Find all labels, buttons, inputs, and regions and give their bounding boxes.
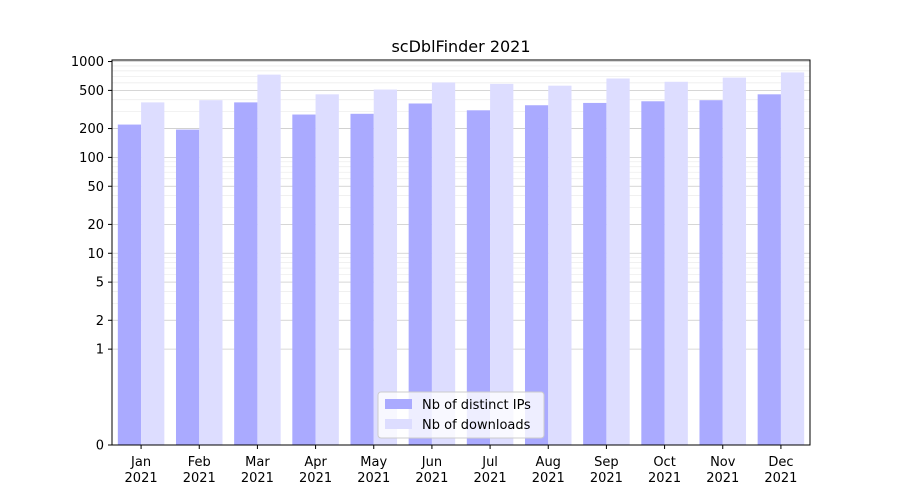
x-tick-label-year: 2021 (648, 471, 681, 486)
y-tick-label: 5 (96, 276, 104, 291)
x-tick-label-month: Sep (594, 455, 619, 470)
x-tick-label-year: 2021 (241, 471, 274, 486)
bar-downloads (257, 74, 281, 445)
x-tick-label-month: Jan (130, 455, 151, 470)
bar-downloads (664, 81, 688, 445)
x-tick-label-month: Mar (245, 455, 270, 470)
bar-downloads (431, 82, 456, 445)
y-tick-label: 50 (87, 180, 104, 195)
bar-distinct-ips (466, 110, 491, 445)
y-tick-label: 200 (79, 122, 104, 137)
bar-distinct-ips (175, 129, 200, 446)
y-tick-label: 100 (79, 151, 104, 166)
bar-downloads (373, 89, 398, 445)
bar-distinct-ips (524, 105, 549, 445)
x-tick-label-month: Dec (768, 455, 793, 470)
bar-downloads (606, 78, 630, 445)
bar-downloads (780, 72, 805, 446)
bar-distinct-ips (234, 102, 258, 446)
x-tick-label-month: Feb (188, 455, 211, 470)
x-tick-label-month: Oct (653, 455, 675, 470)
x-tick-label-year: 2021 (357, 471, 390, 486)
bar-distinct-ips (583, 102, 607, 446)
y-tick-label: 2 (96, 314, 104, 329)
bar-distinct-ips (408, 103, 432, 445)
bar-distinct-ips (292, 114, 316, 446)
legend-label: Nb of downloads (422, 418, 531, 433)
x-tick-label-month: Nov (710, 455, 736, 470)
y-tick-label: 0 (96, 439, 104, 454)
chart-title: scDblFinder 2021 (391, 37, 530, 56)
y-tick-label: 500 (79, 84, 104, 99)
y-tick-label: 1 (96, 343, 104, 358)
legend-label: Nb of distinct IPs (422, 398, 531, 413)
bar-distinct-ips (350, 113, 374, 446)
legend-swatch (385, 399, 412, 409)
bar-downloads (722, 77, 747, 446)
y-tick-label: 1000 (71, 55, 104, 70)
bar-distinct-ips (699, 100, 723, 446)
x-tick-label-year: 2021 (183, 471, 216, 486)
bar-downloads (141, 102, 165, 446)
x-tick-label-month: Jun (421, 455, 442, 470)
x-tick-label-month: Jul (481, 455, 498, 470)
x-tick-label-year: 2021 (590, 471, 623, 486)
bar-distinct-ips (117, 124, 142, 446)
x-tick-label-year: 2021 (125, 471, 158, 486)
bar-downloads (315, 94, 339, 446)
legend-swatch (385, 419, 412, 429)
bar-downloads (548, 85, 572, 446)
bar-distinct-ips (641, 101, 665, 446)
bar-downloads (490, 83, 514, 445)
bar-downloads (199, 100, 223, 446)
y-tick-label: 20 (87, 218, 104, 233)
x-tick-label-month: Aug (536, 455, 561, 470)
x-tick-label-year: 2021 (764, 471, 797, 486)
x-tick-label-year: 2021 (532, 471, 565, 486)
x-tick-label-month: May (360, 455, 387, 470)
bar-distinct-ips (757, 94, 781, 446)
x-tick-label-year: 2021 (299, 471, 332, 486)
plot-frame (111, 59, 811, 446)
x-tick-label-year: 2021 (706, 471, 739, 486)
y-tick-label: 10 (87, 247, 104, 262)
legend-box (377, 391, 545, 439)
x-tick-label-year: 2021 (474, 471, 507, 486)
x-tick-label-month: Apr (304, 455, 327, 470)
x-tick-label-year: 2021 (415, 471, 448, 486)
